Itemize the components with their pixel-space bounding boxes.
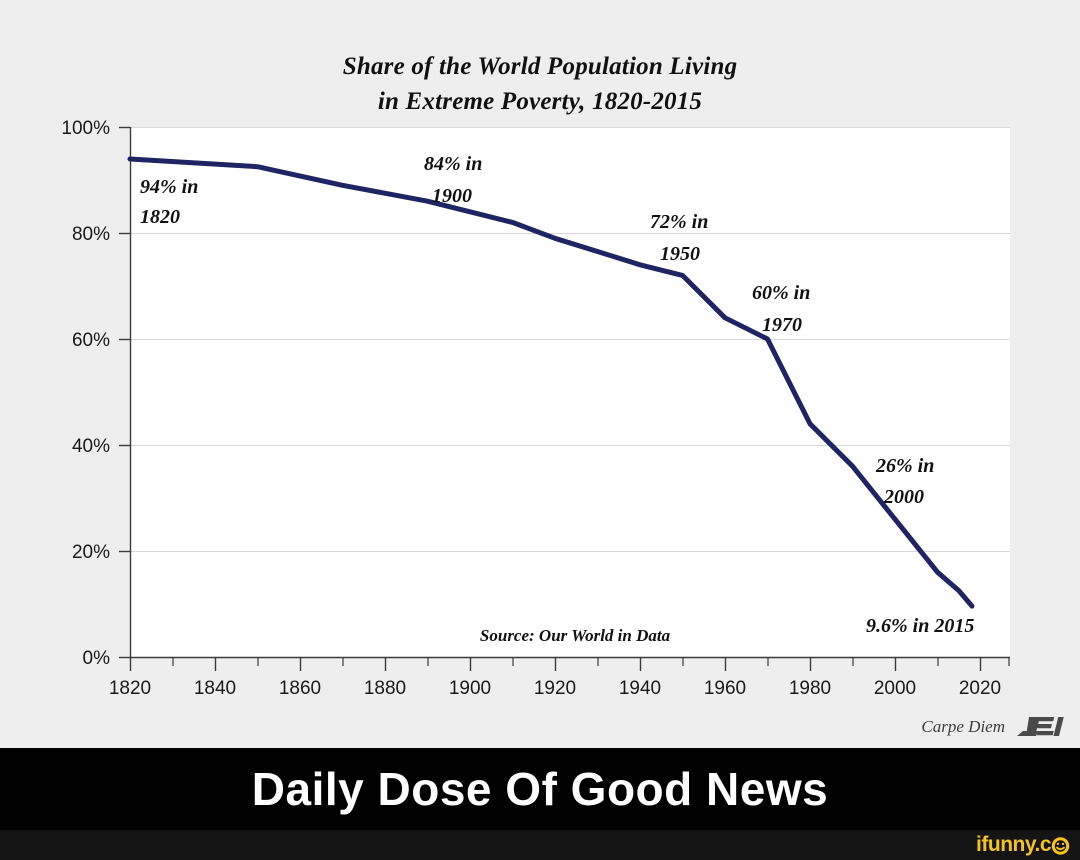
annotation-1900-line-2: 1900 xyxy=(432,185,472,207)
x-tick-label-2000: 2000 xyxy=(874,678,916,699)
smiley-face-icon xyxy=(1051,836,1070,855)
annotation-1900: 84% in 1900 xyxy=(424,153,482,207)
caption-text: Daily Dose Of Good News xyxy=(251,763,829,815)
annotation-1950: 72% in 1950 xyxy=(650,211,708,265)
credit-block: Carpe Diem xyxy=(921,714,1068,740)
chart-title: Share of the World Population Living in … xyxy=(0,50,1080,119)
line-chart-plot: 100% 80% 60% 40% 20% 0% xyxy=(61,118,1010,699)
x-axis-major-ticks xyxy=(129,657,982,671)
chart-title-line-1: Share of the World Population Living xyxy=(342,53,738,80)
annotation-1950-line-2: 1950 xyxy=(660,243,700,265)
plot-area-background xyxy=(130,127,1010,657)
y-tick-label-40: 40% xyxy=(72,436,110,457)
caption-band: Daily Dose Of Good News xyxy=(0,748,1080,830)
annotation-2000: 26% in 2000 xyxy=(875,455,934,508)
y-tick-label-20: 20% xyxy=(72,542,110,563)
x-axis-minor-ticks xyxy=(172,657,1010,666)
data-series-extreme-poverty xyxy=(127,156,975,609)
x-tick-label-1920: 1920 xyxy=(534,678,576,699)
annotation-2000-line-1: 26% in xyxy=(875,455,934,477)
x-tick-label-1860: 1860 xyxy=(279,678,321,699)
y-tick-label-60: 60% xyxy=(72,330,110,351)
annotation-1820-line-1: 94% in xyxy=(140,176,198,198)
y-tick-label-100: 100% xyxy=(61,118,110,139)
x-tick-label-1900: 1900 xyxy=(449,678,491,699)
x-tick-label-1880: 1880 xyxy=(364,678,406,699)
ifunny-watermark: ifunny.c xyxy=(976,833,1070,857)
x-tick-label-2020: 2020 xyxy=(959,678,1001,699)
x-tick-label-1960: 1960 xyxy=(704,678,746,699)
annotation-1820-line-2: 1820 xyxy=(140,206,180,228)
chart-title-line-2: in Extreme Poverty, 1820-2015 xyxy=(377,87,703,115)
annotation-1970-line-2: 1970 xyxy=(762,314,802,336)
x-axis-labels: 1820 1840 1860 1880 1900 1920 1940 1960 … xyxy=(109,678,1001,699)
x-tick-label-1980: 1980 xyxy=(789,678,831,699)
credit-label: Carpe Diem xyxy=(921,717,1005,736)
annotation-1970-line-1: 60% in xyxy=(752,282,810,304)
y-axis-labels: 100% 80% 60% 40% 20% 0% xyxy=(61,118,110,669)
y-tick-label-0: 0% xyxy=(83,648,111,669)
annotation-1950-line-1: 72% in xyxy=(650,211,708,233)
watermark-bar: ifunny.c xyxy=(0,830,1080,860)
ifunny-watermark-text: ifunny.c xyxy=(976,833,1051,856)
annotation-2015-line-1: 9.6% in 2015 xyxy=(866,615,974,637)
chart-container: Share of the World Population Living in … xyxy=(0,50,1080,740)
y-axis-ticks xyxy=(119,126,130,659)
source-note: Source: Our World in Data xyxy=(480,626,671,645)
annotation-1900-line-1: 84% in xyxy=(424,153,482,175)
x-tick-label-1820: 1820 xyxy=(109,678,151,699)
x-tick-label-1940: 1940 xyxy=(619,678,661,699)
annotation-2000-line-2: 2000 xyxy=(883,486,924,508)
annotation-2015: 9.6% in 2015 xyxy=(866,615,974,637)
aei-logo-icon xyxy=(1017,717,1064,736)
x-tick-label-1840: 1840 xyxy=(194,678,236,699)
annotation-1820: 94% in 1820 xyxy=(140,176,198,228)
y-tick-label-80: 80% xyxy=(72,224,110,245)
gridlines xyxy=(130,127,1010,552)
annotation-1970: 60% in 1970 xyxy=(752,282,810,336)
